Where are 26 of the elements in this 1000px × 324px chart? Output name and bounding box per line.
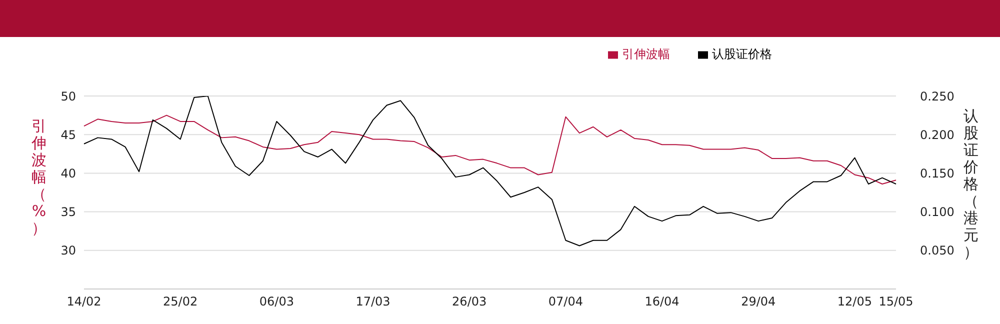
y-tick-label: 35 — [60, 205, 76, 220]
x-tick-label: 29/04 — [741, 294, 776, 309]
x-tick-label: 12/05 — [837, 294, 872, 309]
y-tick-label: 40 — [60, 166, 76, 180]
x-tick-label: 06/03 — [259, 294, 294, 309]
y-tick-label: 30 — [60, 244, 76, 258]
line-series — [84, 114, 896, 185]
x-tick-label: 25/02 — [163, 294, 198, 309]
y2-tick-label: 0.100 — [920, 205, 954, 220]
x-tick-label: 26/03 — [452, 294, 487, 309]
legend-label: 引伸波幅 — [622, 47, 670, 61]
x-tick-label: 14/02 — [66, 294, 102, 309]
y-axis-title: 引伸波幅（%） — [30, 117, 48, 237]
y2-tick-label: 0.150 — [920, 166, 954, 180]
x-tick-label: 15/05 — [878, 294, 914, 309]
y2-tick-label: 0.050 — [920, 244, 954, 258]
y2-tick-label: 0.200 — [920, 128, 954, 142]
x-tick-label: 17/03 — [356, 294, 390, 309]
y2-tick-label: 0.250 — [920, 89, 954, 104]
x-tick-label: 16/04 — [644, 294, 680, 309]
line-series — [84, 96, 896, 246]
y-tick-label: 45 — [60, 128, 76, 142]
legend-label: 认股证价格 — [712, 47, 772, 61]
y-tick-label: 50 — [60, 89, 76, 104]
text: 认股证价格（港元） — [964, 107, 978, 261]
x-tick-label: 07/04 — [548, 294, 583, 309]
